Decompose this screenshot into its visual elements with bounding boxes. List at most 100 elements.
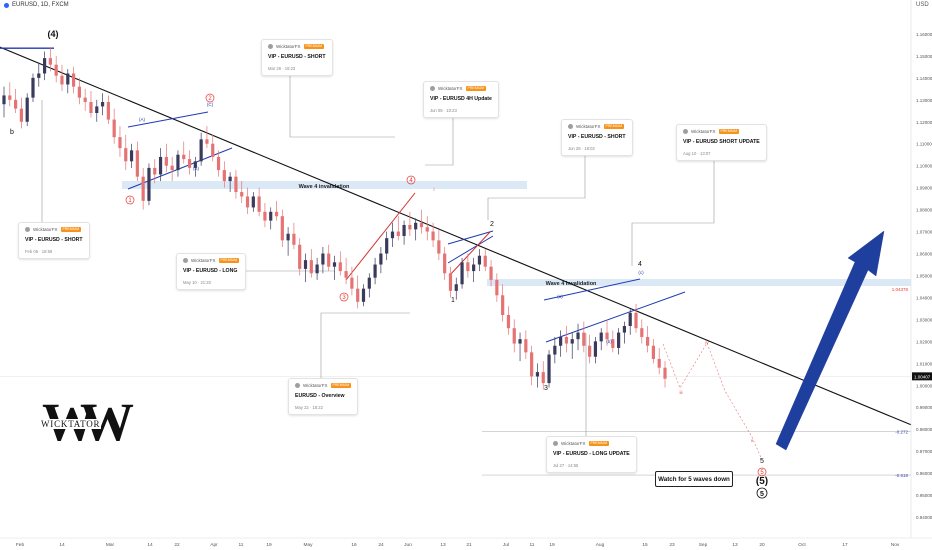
wave-labels: (4)b(A)(B)(C)1234(5)5iiiiivv(a)(b)(c)123…: [10, 29, 768, 499]
x-tick-label: May: [303, 542, 313, 548]
x-tick-label: 21: [466, 542, 472, 548]
x-tick-label: Nov: [891, 542, 900, 548]
candle-body: [71, 73, 76, 87]
candle-body: [512, 328, 516, 344]
trade-idea-card[interactable]: WicktatorFX PREMIUM VIP - EURUSD - LONG UP…: [546, 436, 637, 473]
circled-wave-label: 1: [128, 198, 132, 204]
circled-wave-label: 2: [208, 96, 212, 102]
candle-body: [344, 271, 348, 278]
candle-body: [431, 231, 435, 241]
trade-idea-card[interactable]: WicktatorFX PREMIUM VIP - EURUSD - SHORT Ma…: [261, 39, 333, 76]
candle-body: [83, 97, 87, 103]
candle-body: [379, 253, 383, 265]
wave-label: (5): [756, 476, 768, 487]
candle-body: [100, 102, 105, 107]
candle-body: [170, 165, 174, 171]
candle-body: [437, 240, 441, 254]
avatar-icon: [183, 258, 188, 263]
candle-body: [547, 354, 551, 384]
y-tick-label: 1.00000: [916, 383, 932, 388]
x-tick-label: 11: [530, 542, 535, 548]
circled-wave-marker: [125, 195, 135, 205]
card-title: VIP - EURUSD - LONG UPDATE: [553, 451, 630, 457]
candle-body: [269, 211, 273, 221]
wave-label: 1: [451, 297, 455, 304]
candle-body: [564, 336, 569, 344]
candle-body: [414, 222, 418, 230]
candle-body: [501, 295, 505, 316]
candle-body: [124, 148, 128, 162]
symbol-label[interactable]: EURUSD, 1D, FXCM: [4, 2, 69, 8]
wave-label: (C): [207, 102, 214, 107]
channel-line: [127, 147, 233, 190]
candle-body: [535, 372, 540, 377]
x-tick-label: 24: [378, 542, 384, 548]
candle-body: [657, 358, 661, 368]
x-tick-label: Oct: [798, 542, 806, 548]
card-date: Feb 06 · 18:59: [25, 249, 53, 254]
candle-body: [37, 73, 41, 78]
trendline: [0, 46, 912, 426]
candles: [2, 47, 667, 390]
trade-idea-card[interactable]: WicktatorFX PREMIUM VIP - EURUSD SHORT UPD…: [676, 124, 767, 161]
trade-idea-card[interactable]: WicktatorFX PREMIUM VIP - EURUSD - SHORT Fe…: [18, 222, 90, 259]
avatar-icon: [553, 441, 558, 446]
y-tick-label: 1.01000: [916, 361, 932, 366]
avatar-icon: [25, 227, 30, 232]
candle-body: [54, 64, 58, 76]
x-tick-label: 20: [759, 542, 765, 548]
candle-body: [263, 211, 267, 221]
candle-body: [466, 262, 470, 272]
candle-body: [2, 95, 6, 105]
note-leader-line: [487, 145, 586, 220]
candle-body: [31, 77, 35, 98]
x-tick-label: 16: [351, 542, 357, 548]
card-date: Jun 28 · 18:02: [568, 146, 595, 151]
card-header: WicktatorFX PREMIUM: [268, 44, 326, 49]
candle-body: [234, 176, 238, 193]
callout-note[interactable]: Watch for 5 waves down: [655, 471, 733, 487]
candle-body: [495, 279, 499, 296]
wave-label: (b): [606, 339, 612, 344]
card-badge: PREMIUM: [303, 44, 325, 49]
candle-body: [646, 336, 650, 346]
candle-body: [425, 227, 429, 232]
x-tick-label: 19: [549, 542, 555, 548]
candle-body: [193, 161, 197, 168]
trade-idea-card[interactable]: WicktatorFX PREMIUM VIP - EURUSD - LONG May…: [176, 253, 247, 290]
card-date: Jun 08 · 10:23: [430, 108, 457, 113]
candle-body: [251, 196, 255, 208]
candle-body: [77, 86, 81, 98]
card-title: EURUSD - Overview: [295, 393, 345, 399]
candle-body: [570, 339, 574, 344]
candle-body: [640, 328, 644, 337]
trade-idea-card[interactable]: WicktatorFX PREMIUM VIP - EURUSD 4H Update…: [423, 81, 499, 118]
card-title: VIP - EURUSD - SHORT: [268, 54, 326, 60]
avatar-icon: [568, 124, 573, 129]
card-user: WicktatorFX: [33, 227, 58, 232]
candle-body: [153, 167, 157, 175]
circled-wave-marker: [757, 467, 767, 477]
wave-label: 5: [760, 458, 764, 465]
candle-body: [605, 332, 609, 340]
candle-body: [553, 345, 557, 355]
trade-idea-card[interactable]: WicktatorFX PREMIUM EURUSD - Overview May 2…: [288, 378, 359, 415]
candle-body: [274, 211, 279, 217]
trade-idea-card[interactable]: WicktatorFX PREMIUM VIP - EURUSD - SHORT Ju…: [561, 119, 633, 156]
candle-body: [303, 260, 308, 269]
price-level-label: -0.272: [895, 430, 908, 435]
candle-body: [89, 102, 93, 114]
drawings: [0, 46, 912, 461]
candle-body: [199, 139, 203, 162]
candle-body: [164, 156, 168, 166]
note-leader-line: [320, 312, 410, 378]
candle-body: [298, 244, 302, 269]
circled-wave-label: 5: [760, 470, 764, 476]
y-tick-label: 1.16000: [916, 32, 932, 37]
avatar-icon: [430, 86, 435, 91]
candle-body: [95, 106, 99, 114]
candle-body: [356, 288, 360, 302]
candle-body: [257, 196, 261, 212]
card-title: VIP - EURUSD SHORT UPDATE: [683, 139, 760, 145]
